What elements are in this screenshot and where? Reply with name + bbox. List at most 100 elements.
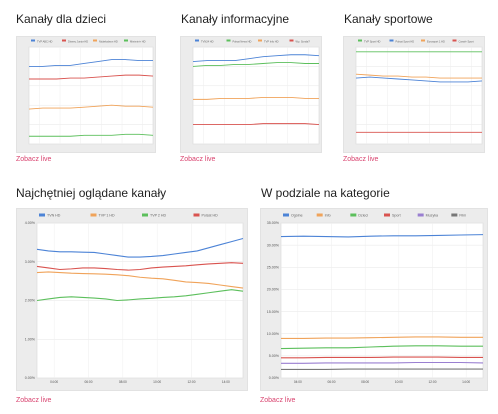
legend-swatch xyxy=(142,213,148,217)
legend-swatch xyxy=(316,213,323,217)
legend-label: TVP 1 HD xyxy=(99,214,116,218)
x-tick-label: 12:00 xyxy=(188,380,196,384)
y-tick-label: 0.00% xyxy=(25,376,36,380)
series-line xyxy=(281,356,483,359)
series-line xyxy=(355,76,483,83)
y-tick-label: 3.00% xyxy=(25,260,36,264)
legend-label: Polsat HD xyxy=(202,214,219,218)
y-tick-label: 25.00% xyxy=(267,265,280,269)
x-tick-label: 06:00 xyxy=(328,380,336,384)
chart-card-categories: Ogólne Info Dzieci Sport Muzyka Film 0.00% 5.00… xyxy=(260,208,488,391)
series-line xyxy=(280,345,483,350)
series-line xyxy=(281,361,484,364)
legend-label: Disney Junior HD xyxy=(68,40,88,44)
chart-title-sports: Kanały sportowe xyxy=(344,12,433,26)
legend-swatch xyxy=(283,213,289,217)
chart-card-top-channels: TVN HD TVP 1 HD TVP 2 HD Polsat HD 0.00% 1.00… xyxy=(16,208,248,391)
y-tick-label: 1.00% xyxy=(25,337,36,341)
y-tick-label: 10.00% xyxy=(267,332,280,336)
legend-swatch xyxy=(62,39,66,42)
legend-swatch xyxy=(417,213,424,217)
chart-categories: Ogólne Info Dzieci Sport Muzyka Film 0.00% 5.00… xyxy=(267,213,484,384)
x-tick-label: 04:00 xyxy=(50,380,58,384)
series-line xyxy=(29,74,154,80)
y-tick-label: 35.00% xyxy=(267,221,280,225)
x-tick-label: 06:00 xyxy=(85,380,93,384)
plot-area xyxy=(355,46,483,145)
legend-label: Muzyka xyxy=(426,214,438,218)
plot-area xyxy=(192,46,320,145)
series-line xyxy=(36,262,244,271)
x-tick-label: 08:00 xyxy=(119,380,127,384)
legend-label: TVP Sport HD xyxy=(364,40,381,44)
x-tick-label: 04:00 xyxy=(294,380,302,384)
chart-title-categories: W podziale na kategorie xyxy=(261,186,390,200)
legend-label: Dzieci xyxy=(358,214,368,218)
x-tick-label: 08:00 xyxy=(361,380,369,384)
legend-label: Wp. Sonda? xyxy=(296,40,311,44)
legend-swatch xyxy=(289,39,294,42)
live-link-top-channels[interactable]: Zobacz live xyxy=(16,397,52,404)
legend-swatch xyxy=(90,213,97,217)
legend-label: Canal+ Sport xyxy=(459,40,474,44)
chart-title-top-channels: Najchętniej oglądane kanały xyxy=(16,186,167,200)
series-line xyxy=(193,96,319,100)
y-tick-label: 2.00% xyxy=(25,299,36,303)
chart-news: TVN24 HD Polsat News HD TVP Info HD Wp. Son… xyxy=(192,39,320,145)
chart-card-kids: TVP ABC HD Disney Junior HD Nickelodeon HD… xyxy=(16,36,156,153)
legend-swatch xyxy=(39,213,45,217)
x-tick-label: 14:00 xyxy=(222,380,230,384)
x-tick-label: 12:00 xyxy=(429,380,437,384)
y-tick-label: 4.00% xyxy=(25,221,36,225)
legend-swatch xyxy=(358,39,362,42)
live-link-news[interactable]: Zobacz live xyxy=(180,156,216,163)
live-link-categories[interactable]: Zobacz live xyxy=(260,397,296,404)
legend-label: Minimini+ HD xyxy=(130,40,146,44)
legend-label: Nickelodeon HD xyxy=(99,40,118,44)
chart-kids: TVP ABC HD Disney Junior HD Nickelodeon HD… xyxy=(28,39,154,145)
series-line xyxy=(28,104,154,110)
plot-area xyxy=(28,46,154,145)
legend-label: TVP Info HD xyxy=(264,40,279,44)
y-tick-label: 5.00% xyxy=(269,354,280,358)
legend-swatch xyxy=(124,39,128,42)
live-link-sports[interactable]: Zobacz live xyxy=(343,156,379,163)
legend-label: Film xyxy=(459,214,466,218)
chart-card-sports: TVP Sport HD Polsat Sport HD Eurosport 1 H… xyxy=(343,36,485,153)
legend-swatch xyxy=(389,39,394,42)
series-line xyxy=(281,336,483,340)
legend-swatch xyxy=(193,213,200,217)
series-line xyxy=(36,271,244,289)
legend-label: Sport xyxy=(392,214,401,218)
series-line xyxy=(355,73,482,79)
series-line xyxy=(36,237,244,258)
series-line xyxy=(192,54,320,62)
series-line xyxy=(29,59,153,67)
y-tick-label: 30.00% xyxy=(267,243,280,247)
series-line xyxy=(192,62,319,67)
plot-area xyxy=(280,222,484,379)
legend-swatch xyxy=(350,213,357,217)
legend-swatch xyxy=(452,39,457,42)
legend-label: Ogólne xyxy=(291,214,303,218)
x-tick-label: 14:00 xyxy=(462,380,470,384)
legend-label: TVN HD xyxy=(47,214,61,218)
legend-label: TVP ABC HD xyxy=(37,40,53,44)
legend-label: Eurosport 1 HD xyxy=(427,40,445,44)
y-tick-label: 0.00% xyxy=(269,376,280,380)
y-tick-label: 15.00% xyxy=(267,310,280,314)
legend-swatch xyxy=(226,39,231,42)
live-link-kids[interactable]: Zobacz live xyxy=(16,156,52,163)
legend-swatch xyxy=(421,39,425,42)
legend-label: Polsat Sport HD xyxy=(396,40,415,44)
legend-swatch xyxy=(451,213,458,217)
x-tick-label: 10:00 xyxy=(395,380,403,384)
legend-label: TVN24 HD xyxy=(201,40,214,44)
legend-label: Polsat News HD xyxy=(233,40,252,44)
legend-swatch xyxy=(258,39,262,42)
chart-sports: TVP Sport HD Polsat Sport HD Eurosport 1 H… xyxy=(355,39,483,145)
legend-swatch xyxy=(31,39,35,42)
series-line xyxy=(36,289,244,302)
legend-swatch xyxy=(384,213,390,217)
chart-card-news: TVN24 HD Polsat News HD TVP Info HD Wp. Son… xyxy=(180,36,322,153)
